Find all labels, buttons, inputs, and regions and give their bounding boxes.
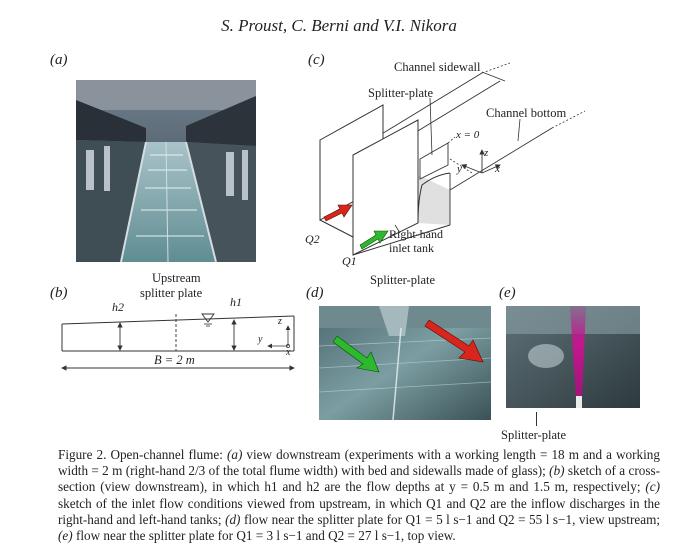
panel-label-e: (e) (499, 285, 516, 301)
caption-part-e: flow near the splitter plate for Q1 = 3 … (72, 528, 456, 544)
label-axis-x-c: x (495, 163, 500, 175)
label-axis-y-b: y (258, 334, 263, 345)
panel-label-c: (c) (308, 52, 325, 68)
sketch-inlet-conditions (300, 55, 586, 280)
caption-intro: Figure 2. Open-channel flume: (58, 447, 227, 462)
label-splitter-plate-c: Splitter-plate (368, 86, 434, 100)
panel-label-d: (d) (306, 285, 324, 301)
caption-label-a: (a) (226, 447, 243, 462)
label-h1: h1 (230, 295, 242, 309)
leader-line-e (536, 412, 537, 426)
photo-splitter-plate-top (506, 306, 640, 408)
sketch-cross-section (58, 296, 298, 376)
label-q1: Q1 (342, 254, 357, 268)
label-axis-z-c: z (484, 147, 489, 159)
label-splitter-plate-d: Splitter-plate (370, 273, 436, 287)
photo-flume-downstream (76, 80, 256, 262)
label-axis-y-c: y (457, 163, 462, 175)
panel-label-a: (a) (50, 52, 68, 68)
label-h2: h2 (112, 300, 124, 314)
label-splitter-plate-e: Splitter-plate (501, 428, 567, 442)
caption-label-e: (e) (58, 528, 73, 544)
label-inlet-tank: Right-hand inlet tank (389, 227, 443, 255)
caption-label-c: (c) (645, 479, 660, 495)
label-axis-z-b: z (278, 316, 282, 327)
label-channel-bottom: Channel bottom (486, 106, 567, 120)
running-header: S. Proust, C. Berni and V.I. Nikora (221, 16, 457, 35)
caption-part-a: view downstream (experiments with a work… (58, 447, 660, 479)
label-inlet-tank-line1: Right-hand (389, 227, 443, 241)
label-inlet-tank-line2: inlet tank (389, 241, 434, 255)
label-channel-sidewall: Channel sidewall (394, 60, 481, 74)
caption-part-c: sketch of the inlet flow conditions view… (58, 495, 660, 527)
caption-label-b: (b) (549, 463, 565, 479)
caption-label-d: (d) (225, 511, 241, 527)
label-upstream: Upstream (152, 271, 201, 285)
label-x-zero: x = 0 (456, 129, 480, 141)
photo-splitter-plate-upstream (319, 306, 491, 420)
caption-part-d: flow near the splitter plate for Q1 = 5 … (240, 511, 660, 527)
panel-label-b: (b) (50, 285, 68, 301)
label-axis-x-b: x (286, 347, 291, 358)
label-width-b: B = 2 m (154, 353, 195, 367)
caption-part-b: sketch of a cross-section (view downstre… (58, 463, 660, 495)
label-q2: Q2 (305, 232, 320, 246)
figure-caption: Figure 2. Open-channel flume: (a) view d… (58, 447, 660, 544)
label-upstream-splitter-plate: splitter plate (140, 286, 203, 300)
